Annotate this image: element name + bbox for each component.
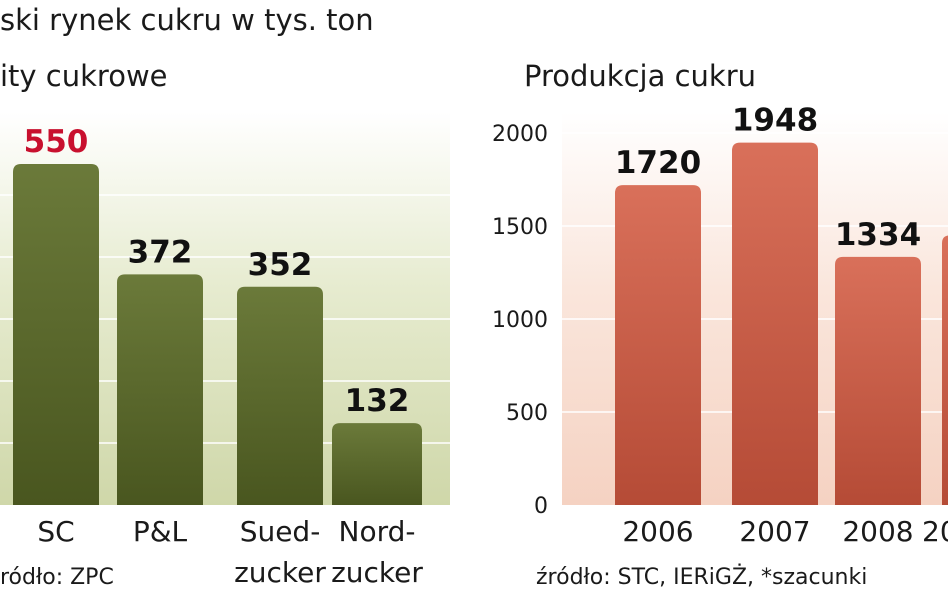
right-bar bbox=[615, 185, 701, 505]
left-category-label: SC bbox=[37, 515, 74, 548]
right-value-label: 1948 bbox=[732, 103, 818, 139]
right-y-tick-label: 1000 bbox=[492, 308, 548, 333]
left-bar bbox=[237, 286, 323, 505]
right-y-tick-label: 0 bbox=[534, 494, 548, 519]
right-value-labels: 1720 1948 1334 bbox=[615, 103, 921, 253]
right-chart-title: Produkcja cukru bbox=[524, 59, 756, 93]
right-y-tick-label: 1500 bbox=[492, 215, 548, 240]
right-bar bbox=[732, 142, 818, 505]
right-category-label: 2008 bbox=[842, 515, 913, 548]
right-category-label: 2007 bbox=[739, 515, 810, 548]
right-bars bbox=[615, 142, 948, 505]
left-bar bbox=[13, 164, 99, 505]
right-panel: Produkcja cukru 0 500 1000 1500 2000 1720 194… bbox=[492, 59, 948, 590]
left-category-label: Sued- bbox=[240, 515, 321, 548]
left-bars bbox=[13, 164, 422, 505]
left-value-label: 352 bbox=[248, 247, 313, 283]
left-category-label-line2: zucker bbox=[234, 556, 326, 589]
right-y-tick-label: 500 bbox=[506, 401, 548, 426]
left-value-label: 550 bbox=[24, 124, 89, 160]
right-bar bbox=[835, 256, 921, 505]
left-source-note: ródło: ZPC bbox=[0, 565, 114, 590]
right-source-note: źródło: STC, IERiGŻ, *szacunki bbox=[536, 564, 867, 590]
right-category-label: 2006 bbox=[622, 515, 693, 548]
left-value-label: 372 bbox=[128, 234, 193, 270]
right-category-label: 20 bbox=[922, 515, 948, 548]
left-category-label: Nord- bbox=[339, 515, 416, 548]
right-value-label: 1720 bbox=[615, 145, 701, 181]
figure-title: ski rynek cukru w tys. ton bbox=[0, 3, 374, 37]
left-bar bbox=[332, 423, 422, 505]
left-category-label-line2: zucker bbox=[331, 556, 423, 589]
left-chart-title: ity cukrowe bbox=[0, 59, 168, 93]
right-y-tick-labels: 0 500 1000 1500 2000 bbox=[492, 122, 548, 519]
right-bar bbox=[942, 235, 948, 505]
left-value-labels: 550 372 352 132 bbox=[24, 124, 410, 419]
left-panel: ity cukrowe 550 372 352 132 SC P&L Sued-zucke… bbox=[0, 59, 450, 590]
left-category-label: P&L bbox=[133, 515, 188, 548]
right-category-labels: 2006 2007 2008 20 bbox=[622, 515, 948, 548]
left-value-label: 132 bbox=[345, 383, 410, 419]
left-category-labels: SC P&L Sued-zucker Nord-zucker bbox=[37, 515, 423, 589]
right-value-label: 1334 bbox=[835, 217, 921, 253]
right-y-tick-label: 2000 bbox=[492, 122, 548, 147]
left-bar bbox=[117, 274, 203, 505]
